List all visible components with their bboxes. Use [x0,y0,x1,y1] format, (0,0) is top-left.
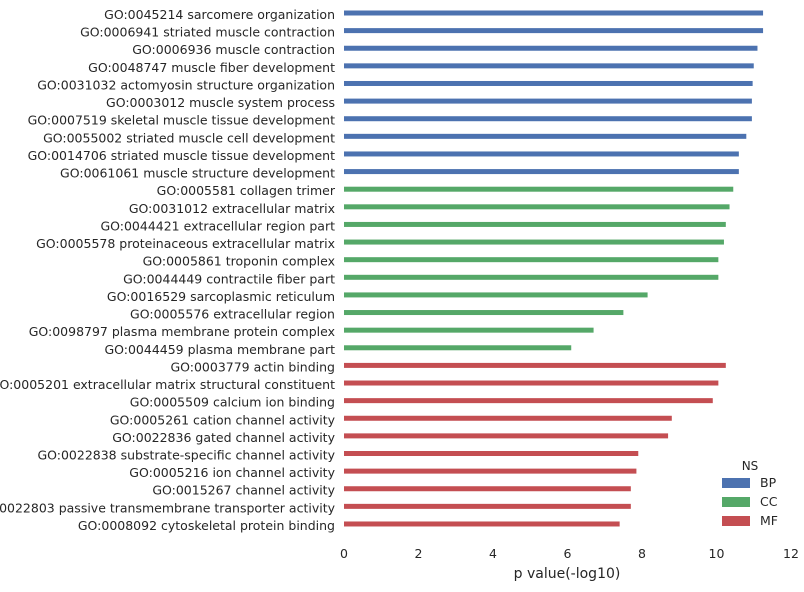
category-labels: GO:0045214 sarcomere organization GO:0006… [0,7,336,533]
category-label: GO:0005578 proteinaceous extracellular m… [36,236,335,251]
bar-cc [344,292,648,298]
bar-cc [344,239,724,245]
category-label: GO:0061061 muscle structure development [60,166,335,181]
category-label: GO:0005201 extracellular matrix structur… [0,377,335,392]
bar-mf [344,398,713,404]
legend-title: NS [742,459,759,473]
x-axis-label: p value(-log10) [514,566,621,582]
bar-cc [344,221,726,227]
bar-cc [344,345,572,351]
bar-bp [344,80,753,86]
bar-bp [344,28,764,34]
bar-mf [344,362,726,368]
legend-swatch-bp [722,478,750,488]
category-label: GO:0006941 striated muscle contraction [80,25,335,40]
x-axis-ticks: 0 2 4 6 8 10 12 [340,546,799,561]
category-label: GO:0005216 ion channel activity [129,465,335,480]
category-label: GO:0005576 extracellular region [130,307,335,322]
bar-bp [344,45,758,51]
category-label: GO:0022838 substrate-specific channel ac… [37,448,335,463]
bar-cc [344,257,719,263]
category-label: GO:0022803 passive transmembrane transpo… [0,500,336,515]
category-label: GO:0005509 calcium ion binding [130,395,335,410]
category-label: GO:0005581 collagen trimer [157,183,336,198]
x-tick-label: 12 [783,546,799,561]
bar-cc [344,274,719,280]
bar-bp [344,98,752,104]
category-label: GO:0005261 cation channel activity [110,412,336,427]
x-tick-label: 0 [340,546,348,561]
x-tick-label: 6 [564,546,572,561]
category-label: GO:0045214 sarcomere organization [104,7,335,22]
bar-mf [344,451,639,456]
legend-swatch-cc [722,497,750,507]
bar-bp [344,116,752,122]
bar-mf [344,503,631,509]
legend-label-mf: MF [760,513,778,528]
category-label: GO:0031032 actomyosin structure organiza… [37,77,335,92]
x-tick-label: 8 [638,546,646,561]
bar-mf [344,433,669,439]
legend-label-bp: BP [760,475,777,490]
category-label: GO:0003012 muscle system process [106,95,335,110]
bar-bp [344,10,764,16]
category-label: GO:0031012 extracellular matrix [129,201,335,216]
bar-bp [344,133,747,139]
category-label: GO:0016529 sarcoplasmic reticulum [107,289,335,304]
category-label: GO:0008092 cytoskeletal protein binding [78,518,335,533]
bar-mf [344,415,672,421]
category-label: GO:0006936 muscle contraction [132,42,335,57]
bar-bp [344,151,739,157]
x-tick-label: 4 [489,546,497,561]
bar-cc [344,327,594,333]
bar-mf [344,380,719,386]
bar-mf [344,521,620,527]
category-label: GO:0098797 plasma membrane protein compl… [29,324,335,339]
legend-swatch-mf [722,516,750,526]
legend-label-cc: CC [760,494,778,509]
category-label: GO:0007519 skeletal muscle tissue develo… [28,113,335,128]
category-label: GO:0022836 gated channel activity [112,430,335,445]
bar-cc [344,310,624,316]
bar-cc [344,204,730,210]
category-label: GO:0005861 troponin complex [143,254,335,269]
x-tick-label: 10 [709,546,725,561]
bar-mf [344,468,637,474]
category-label: GO:0055002 striated muscle cell developm… [43,130,335,145]
legend: NS BP CC MF [722,459,778,528]
bar-bp [344,63,754,69]
bar-mf [344,486,631,492]
bars-layer [344,10,764,527]
category-label: GO:0048747 muscle fiber development [88,60,335,75]
category-label: GO:0015267 channel activity [152,483,335,498]
category-label: GO:0044459 plasma membrane part [104,342,335,357]
bar-cc [344,186,734,192]
category-label: GO:0003779 actin binding [170,359,335,374]
category-label: GO:0014706 striated muscle tissue develo… [28,148,336,163]
category-label: GO:0044449 contractile fiber part [123,271,335,286]
x-tick-label: 2 [415,546,423,561]
bar-bp [344,169,739,175]
category-label: GO:0044421 extracellular region part [100,218,335,233]
